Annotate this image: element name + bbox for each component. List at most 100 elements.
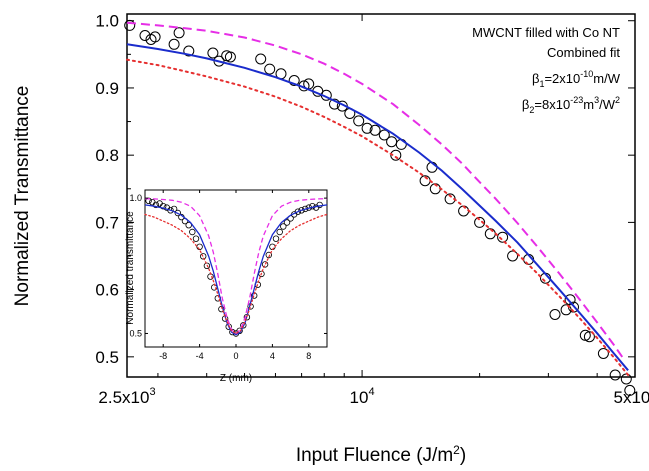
inset-data-point — [203, 262, 211, 269]
main-data-point — [168, 38, 180, 50]
inset-y-axis-title: Normalized transmittance — [125, 211, 136, 325]
inset-x-tick-label: 0 — [233, 351, 238, 361]
fit-annotation: MWCNT filled with Co NT Combined fit β1=… — [472, 25, 621, 115]
main-data-point — [609, 369, 621, 381]
main-fit-line-dashed — [126, 21, 626, 361]
main-y-tick-label: 0.7 — [95, 213, 119, 232]
main-data-point — [264, 63, 276, 75]
inset-series-group — [144, 197, 328, 337]
main-data-point — [390, 149, 402, 161]
inset-x-tick-label: -8 — [159, 351, 167, 361]
main-series-group — [124, 19, 636, 396]
inset-data-point — [185, 221, 192, 229]
inset-data-point — [174, 209, 181, 217]
inset-data-point — [167, 207, 174, 214]
main-y-tick-label: 1.0 — [95, 12, 119, 31]
beta2-value: =8x10 — [534, 97, 570, 112]
beta2-symbol: β — [522, 97, 529, 112]
inset-data-point — [229, 328, 236, 336]
main-data-point — [597, 348, 609, 359]
inset-data-point — [283, 219, 291, 226]
main-data-point — [224, 51, 236, 63]
main-x-tick-label: 2.5x103 — [98, 386, 155, 407]
main-y-tick-label: 0.9 — [95, 79, 119, 98]
inset-data-point — [261, 261, 269, 268]
main-x-tick-label: 104 — [350, 386, 375, 407]
inset-x-tick-label: -4 — [196, 351, 204, 361]
main-fit-line-dotted — [126, 58, 630, 376]
inset-data-point — [145, 197, 152, 204]
inset-data-point — [265, 251, 272, 259]
inset-data-point — [152, 201, 160, 209]
main-fit-line-solid — [126, 43, 629, 371]
inset-y-tick-label: 0.5 — [129, 328, 142, 338]
inset-fit-line-dashed — [144, 198, 328, 335]
annotation-line2: Combined fit — [547, 45, 620, 60]
x-tick-exponent: 4 — [368, 386, 374, 398]
annotation-beta2: β2=8x10-23m3/W2 — [522, 95, 620, 115]
main-data-point — [124, 19, 136, 31]
inset-data-point — [189, 228, 196, 236]
beta2-unit-exponent2: 2 — [615, 95, 620, 105]
main-data-point — [386, 136, 398, 148]
main-y-tick-label: 0.8 — [95, 146, 119, 165]
x-axis-title-main: Input Fluence (J/m — [296, 445, 453, 466]
main-data-point — [255, 53, 267, 65]
beta2-subscript: 2 — [529, 105, 534, 115]
beta2-unit-exponent: 3 — [594, 95, 599, 105]
inset-x-tick-label: 8 — [306, 351, 311, 361]
main-data-point — [183, 45, 195, 57]
inset-data-point — [276, 228, 283, 236]
main-data-point — [583, 331, 595, 343]
annotation-beta1: β1=2x10-10m/W — [532, 69, 621, 89]
inset-data-point — [192, 235, 200, 242]
beta1-value: =2x10 — [544, 71, 580, 86]
main-data-point — [564, 294, 576, 306]
inset-data-point — [280, 223, 287, 230]
main-data-point — [207, 47, 219, 59]
inset-data-point — [298, 207, 305, 214]
main-data-point — [624, 384, 636, 396]
inset-data-point — [240, 322, 247, 329]
inset-data-point — [294, 208, 302, 215]
inset-data-point — [272, 235, 280, 242]
main-data-point — [497, 231, 509, 243]
inset-plot: 0.5 1.0 -8 -4 0 4 8 Normalized transmittance Z… — [125, 186, 333, 384]
main-data-point — [361, 122, 373, 134]
beta1-unit: m/W — [593, 71, 620, 86]
main-x-tick-label: 5x104 — [614, 386, 649, 407]
main-data-point — [369, 124, 381, 136]
inset-x-axis-title: Z (mm) — [220, 373, 252, 384]
main-plot: 0.50.60.70.80.91.02.5x1031045x104 — [95, 12, 649, 407]
y-axis-title: Normalized Transmittance — [12, 86, 33, 307]
inset-data-point — [236, 327, 243, 334]
inset-fit-line-dotted — [144, 213, 328, 335]
main-y-tick-label: 0.5 — [95, 348, 119, 367]
main-data-point — [549, 309, 561, 320]
inset-data-point — [218, 305, 225, 313]
inset-data-point — [199, 253, 207, 260]
main-data-point — [149, 31, 161, 43]
beta2-unit-end: /W — [599, 97, 616, 112]
main-data-point — [620, 373, 632, 385]
inset-data-point — [196, 243, 203, 250]
x-axis-title: Input Fluence (J/m2) — [296, 443, 466, 466]
beta1-symbol: β — [532, 71, 539, 86]
beta1-subscript: 1 — [539, 79, 544, 89]
main-data-point — [288, 75, 300, 86]
x-tick-exponent: 3 — [149, 386, 155, 398]
main-plot-frame — [126, 13, 636, 378]
main-axes-group: 0.50.60.70.80.91.02.5x1031045x104 — [95, 12, 649, 407]
inset-fit-line-solid — [144, 204, 328, 336]
main-data-point — [173, 27, 185, 39]
annotation-line1: MWCNT filled with Co NT — [472, 25, 620, 40]
inset-y-tick-label: 1.0 — [129, 193, 142, 203]
main-data-point — [353, 115, 365, 127]
main-data-point — [474, 216, 486, 228]
main-y-tick-label: 0.6 — [95, 281, 119, 300]
main-data-point — [507, 250, 519, 262]
beta2-unit: m — [583, 97, 594, 112]
x-axis-title-exp: 2 — [453, 443, 460, 457]
